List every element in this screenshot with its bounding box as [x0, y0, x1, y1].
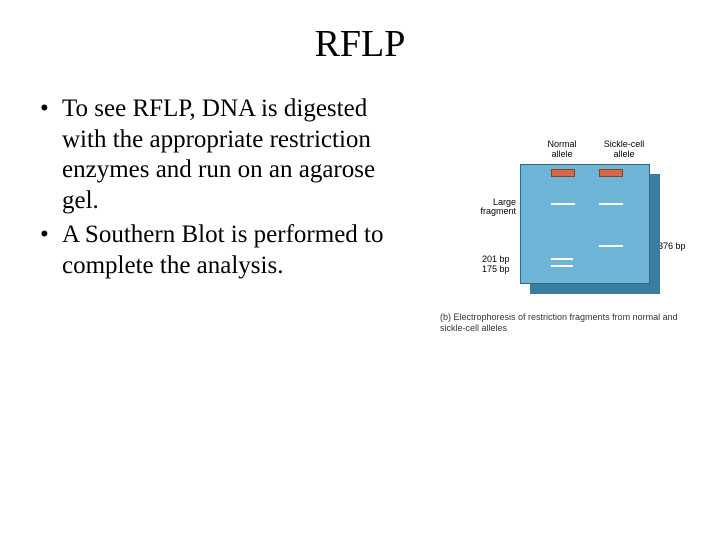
label-201bp: 201 bp — [482, 255, 510, 264]
label-376bp: 376 bp — [658, 242, 686, 251]
label-175bp: 175 bp — [482, 265, 510, 274]
label-large-fragment: Largefragment — [472, 198, 516, 216]
gel-diagram: Normalallele Sickle-cellallele Largefrag… — [430, 142, 690, 302]
figure-caption: (b) Electrophoresis of restriction fragm… — [430, 312, 690, 334]
bullet-list: To see RFLP, DNA is digested with the ap… — [38, 94, 408, 285]
gel-figure: Normalallele Sickle-cellallele Largefrag… — [430, 142, 690, 334]
gel-band — [551, 203, 575, 205]
page-title: RFLP — [0, 0, 720, 94]
gel-well — [599, 169, 623, 177]
gel-front — [520, 164, 650, 284]
bullet-item: To see RFLP, DNA is digested with the ap… — [38, 94, 408, 216]
gel-band — [551, 265, 573, 267]
gel-well — [551, 169, 575, 177]
lane-label-normal: Normalallele — [540, 140, 584, 160]
gel-band — [599, 245, 623, 247]
gel-band — [599, 203, 623, 205]
lane-label-sickle: Sickle-cellallele — [602, 140, 646, 160]
bullet-item: A Southern Blot is performed to complete… — [38, 220, 408, 281]
gel-box — [520, 164, 650, 284]
gel-band — [551, 258, 573, 260]
